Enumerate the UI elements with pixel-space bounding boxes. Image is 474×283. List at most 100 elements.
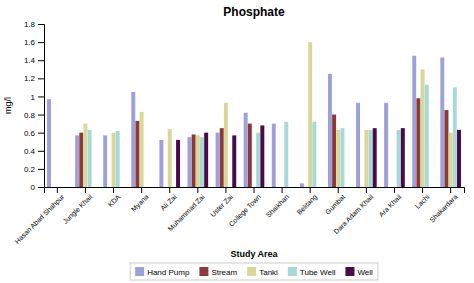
tick: KDA bbox=[106, 187, 121, 208]
legend-label: Well bbox=[357, 268, 373, 277]
tick-label: 0.2 bbox=[24, 165, 36, 174]
tick: Ara Khail bbox=[377, 187, 402, 218]
legend-label: Tanki bbox=[259, 268, 278, 277]
bar bbox=[168, 129, 172, 187]
bars bbox=[47, 42, 461, 187]
bar bbox=[260, 125, 264, 187]
tick-mark bbox=[57, 187, 58, 193]
bar bbox=[445, 110, 449, 187]
bar bbox=[228, 187, 232, 188]
tick-label: Shaikhan bbox=[265, 193, 291, 219]
legend-label: Hand Pump bbox=[147, 268, 190, 277]
legend-item: Stream bbox=[199, 267, 237, 277]
tick-mark bbox=[422, 187, 423, 193]
bar bbox=[248, 124, 252, 187]
tick: Myana bbox=[130, 187, 151, 214]
tick-label: Hasan Abad Shahpur bbox=[13, 193, 66, 246]
bar bbox=[224, 103, 228, 187]
tick-label: Lachi bbox=[414, 193, 431, 210]
legend-swatch bbox=[247, 267, 256, 276]
bar bbox=[425, 85, 429, 187]
bar bbox=[88, 130, 92, 187]
tick-mark bbox=[85, 187, 86, 193]
tick-label: 0.8 bbox=[24, 111, 36, 120]
legend: Hand Pump Stream Tanki Tube Well Well bbox=[130, 263, 378, 280]
tick: Hasan Abad Shahpur bbox=[13, 187, 66, 246]
tick: Lachi bbox=[414, 187, 431, 210]
bar bbox=[64, 187, 68, 188]
bar bbox=[340, 128, 344, 187]
tick: Muhammad Zai bbox=[167, 187, 207, 232]
tick-mark bbox=[113, 187, 114, 193]
series bbox=[79, 98, 448, 187]
tick-mark bbox=[450, 187, 451, 193]
legend-item: Tanki bbox=[247, 267, 278, 277]
bar bbox=[373, 128, 377, 187]
series bbox=[88, 85, 457, 187]
bar bbox=[120, 187, 124, 188]
tick: Gumbat bbox=[324, 187, 347, 216]
plot: 00.20.40.60.811.21.41.61.8Hasan Abad Sha… bbox=[13, 20, 464, 246]
bar bbox=[440, 58, 444, 187]
legend-label: Stream bbox=[211, 268, 237, 277]
tick-label: 1.8 bbox=[24, 20, 36, 29]
tick-mark bbox=[225, 187, 226, 193]
bar bbox=[453, 87, 457, 187]
tick-mark bbox=[394, 187, 395, 193]
y-axis-title: mg/l bbox=[3, 97, 13, 114]
tick-mark bbox=[38, 78, 44, 79]
bar bbox=[112, 133, 116, 187]
series bbox=[83, 42, 452, 187]
tick-label: College Town bbox=[227, 193, 262, 228]
bar bbox=[364, 130, 368, 187]
bar bbox=[107, 187, 111, 188]
tick: Dara Adam Khail bbox=[332, 187, 374, 235]
tick-mark bbox=[310, 187, 311, 193]
bar bbox=[232, 135, 236, 187]
bar bbox=[328, 74, 332, 187]
bar bbox=[429, 187, 433, 188]
bar bbox=[308, 42, 312, 187]
tick-label: Muhammad Zai bbox=[167, 193, 207, 233]
tick-mark bbox=[38, 24, 44, 25]
x-axis: Hasan Abad ShahpurJungle KhailKDAMyanaAl… bbox=[13, 187, 464, 246]
legend-item: Hand Pump bbox=[135, 267, 190, 277]
tick-label: 1.4 bbox=[24, 56, 36, 65]
tick: 0.4 bbox=[24, 147, 44, 156]
tick-label: 1.2 bbox=[24, 74, 36, 83]
tick-mark bbox=[38, 133, 44, 134]
bar bbox=[176, 140, 180, 187]
bar bbox=[244, 113, 248, 187]
tick: Shaikhan bbox=[265, 187, 291, 219]
tick-mark bbox=[38, 151, 44, 152]
legend-label: Tube Well bbox=[300, 268, 336, 277]
tick-mark bbox=[38, 115, 44, 116]
bar bbox=[252, 187, 256, 188]
tick-mark bbox=[141, 187, 142, 193]
bar bbox=[92, 187, 96, 188]
bar bbox=[47, 99, 51, 187]
bar bbox=[388, 187, 392, 188]
legend-swatch bbox=[345, 267, 354, 276]
bar bbox=[140, 112, 144, 187]
title: Phosphate bbox=[223, 5, 285, 19]
legend-item: Well bbox=[345, 267, 373, 277]
bar bbox=[55, 187, 59, 188]
tick: 0.8 bbox=[24, 111, 44, 120]
bar bbox=[284, 122, 288, 187]
bar bbox=[304, 187, 308, 188]
tick-label: KDA bbox=[106, 193, 121, 208]
bar bbox=[412, 56, 416, 187]
bar bbox=[187, 137, 191, 187]
bar bbox=[135, 121, 139, 187]
tick-label: 1 bbox=[31, 93, 36, 102]
bar bbox=[60, 187, 64, 188]
tick: Jungle Khail bbox=[62, 187, 95, 226]
bar bbox=[276, 187, 280, 188]
bar bbox=[272, 124, 276, 187]
series bbox=[47, 56, 444, 187]
bar bbox=[401, 128, 405, 187]
tick: 1.8 bbox=[24, 20, 44, 29]
legend-swatch bbox=[135, 267, 144, 276]
chart: 00.20.40.60.811.21.41.61.8Hasan Abad Sha… bbox=[0, 0, 474, 283]
